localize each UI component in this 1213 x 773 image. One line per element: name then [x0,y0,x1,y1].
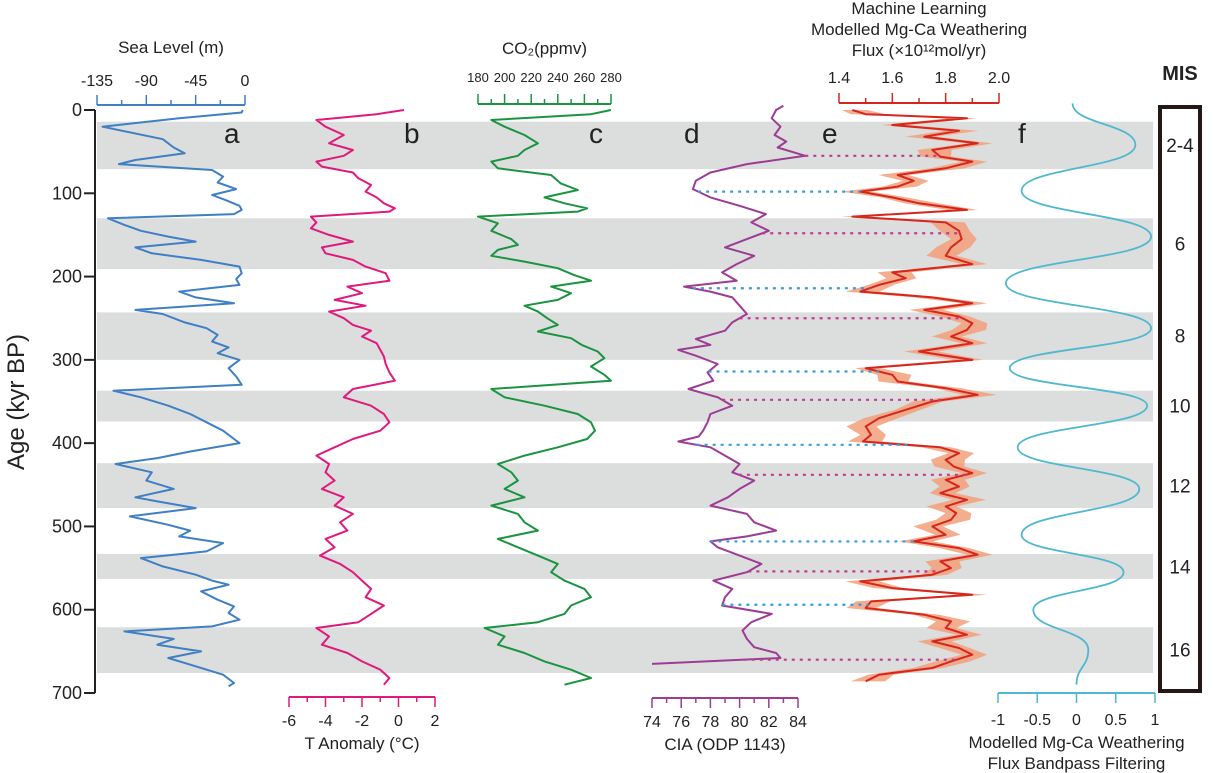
tick-label: 76 [672,714,690,731]
axis-title-f: Flux Bandpass Filtering [988,754,1166,773]
axis-title-c: CO₂(ppmv) [502,39,587,58]
age-tick-label: 100 [52,183,82,203]
axis-title-e: Machine Learning [851,0,986,18]
tick-label: 80 [731,714,749,731]
tick-label: -4 [318,713,332,730]
tick-label: -2 [355,713,369,730]
age-tick-label: 200 [52,267,82,287]
panel-c: 180 200 220 240 260 280 CO₂(ppmv) c [467,39,622,686]
axis-title-e: Modelled Mg-Ca Weathering [811,20,1027,39]
mis-label: 16 [1169,641,1190,662]
panels: -135 -90 -45 0 Sea Level (m) a -6 -4 -2 0 2 T Anoma… [81,0,1185,773]
tick-label: 200 [494,70,516,85]
uncertainty-band-e [841,110,997,682]
tick-label: 1.8 [935,70,957,87]
age-axis: 0 100 200 300 400 500 600 700 [52,100,96,703]
glacial-band [97,312,1153,360]
tick-label: 180 [467,70,489,85]
tie-lines [692,154,966,661]
glacial-band [97,553,1153,579]
tick-label: -6 [282,713,296,730]
panel-e: 1.4 1.6 1.8 2.0 Machine Learning Modelled Mg-… [811,0,1027,683]
tick-label: 2.0 [988,70,1010,87]
panel-letter-c: c [589,118,603,149]
tick-label: 84 [789,714,807,731]
series-line-c [477,109,612,686]
tick-label: 220 [520,70,542,85]
mis-label: 10 [1169,397,1190,418]
mis-label: 6 [1175,234,1186,255]
glacial-band [97,121,1153,170]
axis-title-e: Flux (×10¹²mol/yr) [852,41,987,60]
series-line-e [851,109,979,683]
panel-letter-e: e [822,118,838,149]
series-line-d [651,104,807,665]
glacial-band [97,463,1153,509]
panel-letter-d: d [684,118,700,149]
axis-title-b: T Anomaly (°C) [304,734,419,753]
age-tick-label: 600 [52,600,82,620]
tick-label: 260 [574,70,596,85]
panel-b: -6 -4 -2 0 2 T Anomaly (°C) b [282,109,440,753]
axis-title-a: Sea Level (m) [118,38,224,57]
tick-label: 0 [1072,712,1081,729]
tick-label: 0 [394,713,403,730]
glacial-band [97,390,1153,422]
mis-title: MIS [1162,63,1198,85]
mis-box [1158,105,1202,693]
y-axis-label: Age (kyr BP) [3,334,30,470]
series-line-f [1004,103,1152,685]
tick-label: -0.5 [1023,712,1051,729]
axis-title-d: CIA (ODP 1143) [664,735,785,754]
age-tick-label: 700 [52,683,82,703]
axis-title-f: Modelled Mg-Ca Weathering [968,733,1184,752]
tick-label: 1.4 [828,70,850,87]
mis-label: 12 [1169,477,1190,498]
glacial-band [97,627,1153,674]
glacial-band [97,218,1153,270]
age-tick-label: 400 [52,433,82,453]
panel-f: -1 -0.5 0 0.5 1 Modelled Mg-Ca Weathering Flux… [968,103,1185,773]
age-tick-label: 300 [52,350,82,370]
series-line-a [101,109,244,688]
glacial-bands [97,121,1153,674]
tick-label: 74 [643,714,661,731]
tick-label: 82 [760,714,778,731]
tick-label: -1 [991,712,1005,729]
tick-label: 78 [702,714,720,731]
tick-label: 240 [547,70,569,85]
panel-letter-f: f [1018,118,1026,149]
tick-label: 2 [431,713,440,730]
age-tick-label: 500 [52,516,82,536]
tick-label: -135 [81,73,113,90]
tick-label: 1 [1151,712,1160,729]
tick-label: -45 [184,73,207,90]
tick-label: -90 [135,73,158,90]
panel-letter-a: a [224,118,240,149]
age-tick-label: 0 [72,100,82,120]
tick-label: 280 [600,70,622,85]
series-line-b [309,109,405,686]
tick-label: 0 [241,73,250,90]
panel-letter-b: b [404,118,420,149]
tick-label: 0.5 [1105,712,1127,729]
mis-column: MIS 2-4 6 8 10 12 14 16 [1158,63,1202,693]
mis-label: 8 [1175,327,1186,348]
panel-a: -135 -90 -45 0 Sea Level (m) a [81,38,250,688]
mis-label: 14 [1169,557,1191,578]
mis-label: 2-4 [1166,136,1194,157]
tick-label: 1.6 [881,70,903,87]
